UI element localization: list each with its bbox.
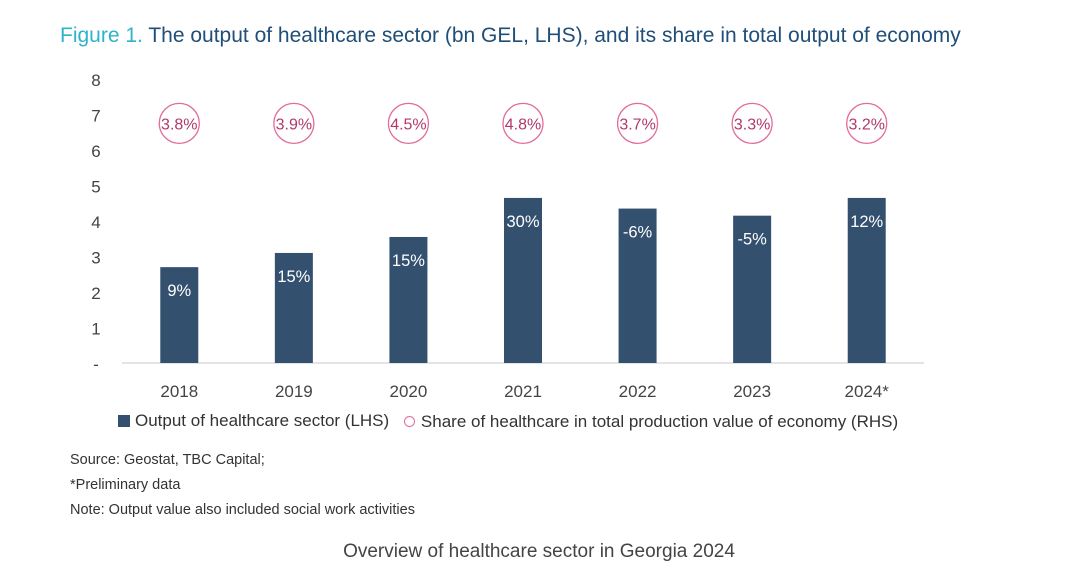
y-tick-label: 7 [91,107,100,126]
bar [618,208,657,363]
share-data-label: 3.8% [161,116,197,133]
source-note: Source: Geostat, TBC Capital; [70,452,265,468]
bar [274,252,313,363]
legend-label-share: Share of healthcare in total production … [420,411,899,431]
share-data-label: 3.7% [619,116,655,133]
y-tick-label: - [93,355,99,374]
legend-item-output: Output of healthcare sector (LHS) [118,411,389,431]
preliminary-note: *Preliminary data [70,477,181,493]
page-caption: Overview of healthcare sector in Georgia… [343,541,735,562]
bar-data-label: 30% [506,213,539,231]
share-marker [387,102,430,145]
y-tick-label: 6 [91,142,100,161]
x-tick-label: 2023 [733,382,771,401]
legend-label-output: Output of healthcare sector (LHS) [135,411,390,430]
bar-data-label: 9% [167,282,191,300]
share-data-label: 3.9% [276,116,312,133]
share-marker [273,102,315,145]
share-data-label: 4.8% [505,116,541,133]
share-marker [158,102,200,145]
legend-item-share: Share of healthcare in total production … [394,412,898,432]
chart-legend: Output of healthcare sector (LHS) Share … [118,411,898,432]
y-tick-label: 1 [91,320,100,339]
share-marker [616,102,659,145]
figure-number: Figure 1. [60,24,143,47]
x-tick-label: 2021 [504,382,542,401]
bar-data-label: -5% [737,231,767,249]
x-tick-label: 2018 [160,382,198,401]
y-tick-label: 8 [91,71,100,90]
bar-data-label: -6% [623,224,653,242]
share-marker [731,102,773,145]
y-tick-label: 3 [91,249,100,268]
y-tick-label: 2 [91,284,100,303]
bar [733,215,772,363]
share-data-label: 3.2% [848,116,884,133]
y-tick-label: 5 [91,178,100,197]
bar [847,197,886,363]
bar-data-label: 15% [392,252,425,270]
share-marker [846,102,888,145]
bar [504,197,542,363]
x-tick-label: 2022 [619,382,657,401]
chart-notes: Source: Geostat, TBC Capital; *Prelimina… [70,448,415,523]
bar [389,236,428,363]
bar [160,267,199,363]
x-tick-label: 2019 [275,382,313,401]
share-data-label: 3.3% [734,116,770,133]
chart-title: Figure 1. The output of healthcare secto… [60,24,961,48]
share-data-label: 4.5% [390,116,426,133]
output-note: Note: Output value also included social … [70,502,415,518]
share-marker [502,102,544,145]
bar-chart: - 1 2 3 4 5 6 7 8 9% 2018 3.8% 15% 2019 3.9% 15% 2020 4.5… [91,71,924,401]
bar-data-label: 15% [277,268,310,286]
figure-title: The output of healthcare sector (bn GEL,… [148,24,961,47]
x-tick-label: 2024* [844,382,889,401]
legend-circle-marker [403,416,415,427]
legend-bar-swatch [118,415,130,427]
x-tick-label: 2020 [390,382,428,401]
bar-data-label: 12% [850,213,883,231]
y-tick-label: 4 [91,213,100,232]
